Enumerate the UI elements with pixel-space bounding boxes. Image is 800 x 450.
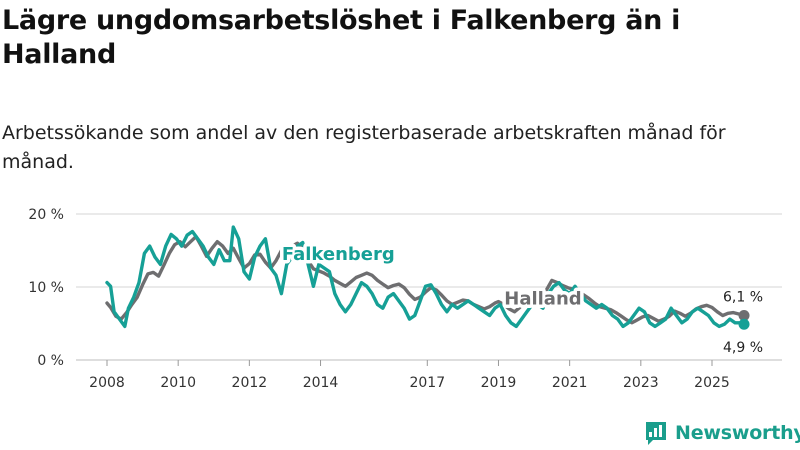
- y-tick-label: 20 %: [28, 207, 64, 223]
- x-tick-label: 2010: [160, 375, 196, 391]
- end-value-label-halland: 6,1 %: [723, 289, 763, 305]
- y-tick-label: 10 %: [28, 280, 64, 296]
- label-layer: 6,1 % 4,9 % Halland Falkenberg: [278, 240, 763, 356]
- y-tick-label: 0 %: [37, 353, 64, 369]
- x-tick-label: 2025: [694, 375, 730, 391]
- x-tick-label: 2017: [409, 375, 445, 391]
- x-tick-label: 2023: [623, 375, 659, 391]
- end-point-halland: [738, 309, 750, 321]
- x-tick-label: 2019: [481, 375, 517, 391]
- series-label-halland: Halland: [504, 289, 581, 310]
- end-point-falkenberg: [738, 318, 750, 330]
- axis-layer: 0 % 10 % 20 % 2008 2010 2012 2014 2017 2019 2021 2…: [28, 207, 729, 391]
- x-tick-label: 2008: [89, 375, 125, 391]
- end-value-label-falkenberg: 4,9 %: [723, 340, 763, 356]
- newsworthy-logo-text: Newsworthy: [675, 422, 800, 444]
- page-subtitle: Arbetssökande som andel av den registerb…: [2, 122, 726, 173]
- newsworthy-logo[interactable]: Newsworthy: [644, 418, 800, 448]
- x-tick-label: 2021: [552, 375, 588, 391]
- x-tick-label: 2014: [303, 375, 339, 391]
- series-line-halland: [105, 234, 746, 325]
- newsworthy-logo-icon: [646, 422, 666, 445]
- series-layer: [105, 225, 750, 330]
- series-line-falkenberg: [105, 225, 746, 329]
- series-label-falkenberg: Falkenberg: [282, 244, 395, 265]
- page-title: Lägre ungdomsarbetslöshet i Falkenberg ä…: [2, 5, 681, 70]
- x-tick-label: 2012: [232, 375, 268, 391]
